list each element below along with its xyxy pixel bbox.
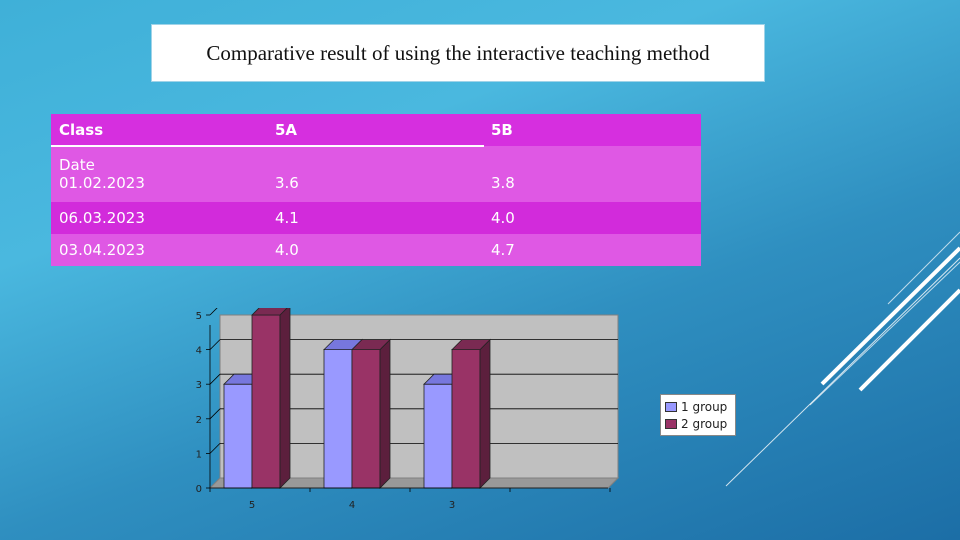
title-box: Comparative result of using the interact… <box>151 24 765 82</box>
date-cell: Date 01.02.2023 <box>51 146 267 202</box>
table-header-row: Class 5A 5B <box>51 114 701 146</box>
gridline-depth <box>209 308 218 316</box>
value-5b: 4.7 <box>491 241 515 259</box>
legend-label: 2 group <box>681 416 728 431</box>
table-row: 06.03.2023 4.1 4.0 <box>51 202 701 234</box>
table-row: 03.04.2023 4.0 4.7 <box>51 234 701 266</box>
y-tick-label: 5 <box>196 311 202 322</box>
bar-top <box>351 339 391 350</box>
bar-side <box>279 308 291 489</box>
value-5a: 4.0 <box>275 241 299 259</box>
bar-1-4 <box>323 349 353 489</box>
bar-side <box>479 338 491 489</box>
legend-label: 1 group <box>681 399 728 414</box>
bar-2-4 <box>351 349 381 489</box>
legend-swatch <box>665 401 677 412</box>
table-row: Date 01.02.2023 3.6 3.8 <box>51 146 701 202</box>
y-tick-label: 0 <box>196 484 202 495</box>
value-5b: 3.8 <box>491 174 515 192</box>
gridline-depth <box>209 373 221 385</box>
x-tick-label: 3 <box>449 500 455 511</box>
gridline-depth <box>209 408 221 420</box>
chart-legend: 1 group 2 group <box>660 394 736 436</box>
gridline-depth <box>209 339 221 350</box>
header-underline <box>51 145 484 147</box>
legend-item-2: 2 group <box>665 415 731 432</box>
x-tick-label: 5 <box>249 500 255 511</box>
bar-chart: 0 1 2 3 4 5 5 4 3 <box>196 308 620 511</box>
y-tick-label: 3 <box>196 380 202 391</box>
legend-item-1: 1 group <box>665 398 731 415</box>
y-tick-label: 4 <box>196 346 202 357</box>
y-tick-label: 1 <box>196 449 202 460</box>
results-table: Class 5A 5B Date 01.02.2023 3.6 3.8 06.0… <box>51 114 701 266</box>
bar-2-3 <box>451 349 481 489</box>
header-5b: 5B <box>491 121 513 139</box>
date-value: 01.02.2023 <box>59 174 145 192</box>
bar-2-5 <box>251 314 281 489</box>
value-5b: 4.0 <box>491 209 515 227</box>
bar-top <box>451 339 491 350</box>
slide-title: Comparative result of using the interact… <box>206 40 710 65</box>
header-class: Class <box>59 121 104 139</box>
x-tick-label: 4 <box>349 500 355 511</box>
bar-1-3 <box>423 383 453 489</box>
header-5a: 5A <box>275 121 298 139</box>
date-value: 06.03.2023 <box>59 209 145 227</box>
legend-swatch <box>665 418 677 429</box>
date-label: Date <box>59 156 95 174</box>
value-5a: 4.1 <box>275 209 299 227</box>
bar-side <box>379 338 391 489</box>
bar-1-5 <box>223 383 253 489</box>
bar-top <box>251 308 288 316</box>
y-tick-label: 2 <box>196 415 202 426</box>
value-5a: 3.6 <box>275 174 299 192</box>
gridline-depth <box>209 443 221 454</box>
date-value: 03.04.2023 <box>59 241 145 259</box>
